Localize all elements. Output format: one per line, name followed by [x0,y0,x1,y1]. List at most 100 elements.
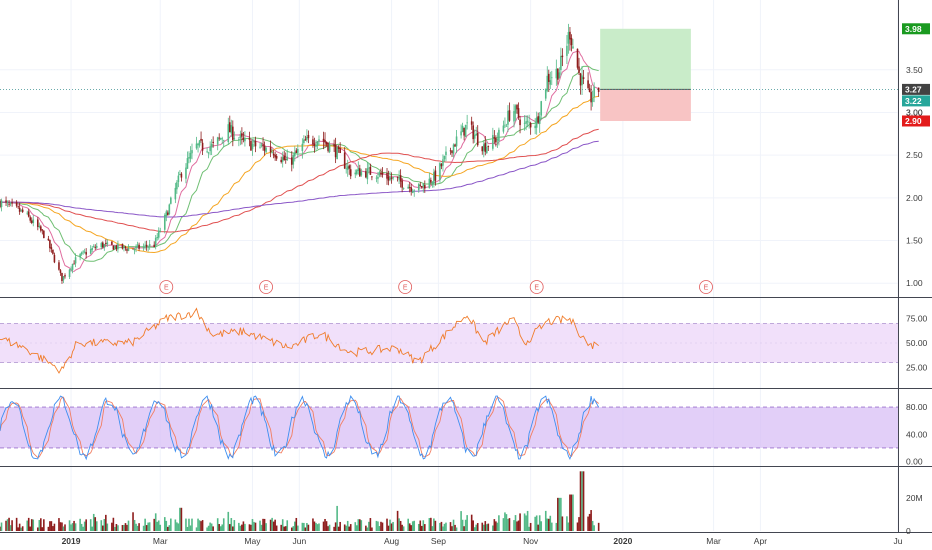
volume-bar [163,517,166,531]
volume-bar [514,515,517,531]
candle-body [117,243,119,250]
volume-bar [286,520,289,531]
candle-body [452,144,455,154]
pane-dividers[interactable] [0,0,932,533]
candle-body [21,209,24,212]
volume-bar [343,524,346,531]
rsi-tick-label: 75.00 [906,314,928,324]
candle-body [241,133,243,137]
volume-bar [103,518,106,531]
volume-bar [493,519,496,531]
volume-bar [346,520,349,531]
volume-bar [71,523,74,531]
rsi-pane[interactable] [0,307,898,374]
candle-body [207,152,210,154]
candle-body [591,98,594,103]
candle-body [26,212,29,214]
volume-bar [195,527,198,531]
candle-body [328,143,331,153]
volume-bar [47,526,50,531]
candle-body [126,249,128,251]
volume-bar [148,522,151,531]
loss-zone[interactable] [600,89,691,121]
candle-body [407,186,409,189]
volume-bar [463,526,465,531]
candle-body [80,252,83,255]
volume-bar [558,497,561,531]
candle-body [381,172,384,175]
candle-body [111,241,113,245]
volume-bar [292,526,295,531]
volume-bar [454,524,456,531]
volume-bar [529,522,532,531]
candle-body [402,187,405,189]
profit-zone[interactable] [600,28,691,90]
long-position-tool[interactable] [0,28,898,121]
volume-bar [569,494,571,531]
candle-body [472,125,474,140]
volume-bar [219,526,222,531]
volume-bar [68,520,71,531]
volume-bar [62,526,65,531]
candle-body [514,105,517,114]
candle-body [461,125,464,133]
volume-bar [269,519,272,531]
volume-bar [484,521,487,531]
earnings-label: E [264,285,269,292]
earnings-label: E [534,285,539,292]
candle-body [582,77,585,80]
earnings-icon[interactable] [159,280,174,294]
candle-body [587,80,589,88]
candle-body [593,86,595,98]
candle-body [216,137,219,145]
volume-bar [306,523,308,531]
volume-bar [408,523,411,531]
volume-bar [517,520,520,531]
volume-bar [582,471,585,531]
candle-body [248,137,251,140]
volume-bar [368,521,370,531]
candle-body [198,140,201,146]
candle-body [365,171,367,178]
candle-body [498,129,500,142]
axes: 3.50 3.00 2.50 2.00 1.50 1.00 75.00 50.00 25.00 8… [62,23,930,546]
volume-bar [434,520,437,531]
candle-body [322,138,325,142]
candle-body [513,111,515,122]
volume-pane[interactable] [0,471,600,531]
earnings-icon[interactable] [529,280,544,294]
stochastic-pane[interactable] [0,395,898,461]
volume-bar [581,471,583,531]
volume-bar [207,525,210,531]
candle-body [64,275,66,277]
volume-bar [82,526,84,531]
candle-body [209,147,211,152]
candle-body [221,138,224,140]
earnings-icon[interactable] [398,280,413,294]
volume-bar [544,510,547,531]
volume-bar [105,514,107,531]
candle-body [387,176,390,181]
earnings-icon[interactable] [259,280,273,294]
candle-body [185,167,187,179]
candle-body [244,137,246,142]
candle-body [377,176,379,179]
volume-bar [560,497,562,531]
volume-bar [534,516,536,531]
candle-body [519,119,521,126]
time-tick-label: May [244,536,261,546]
volume-bar [9,525,12,531]
volume-bar [242,521,245,531]
candle-body [301,143,304,152]
candle-body [466,122,468,124]
candle-body [281,157,284,162]
candle-body [59,270,62,273]
volume-bar [115,524,118,531]
earnings-icon[interactable] [699,280,713,294]
volume-bar [191,518,193,531]
volume-bar [142,525,145,531]
volume-bar [156,521,159,531]
